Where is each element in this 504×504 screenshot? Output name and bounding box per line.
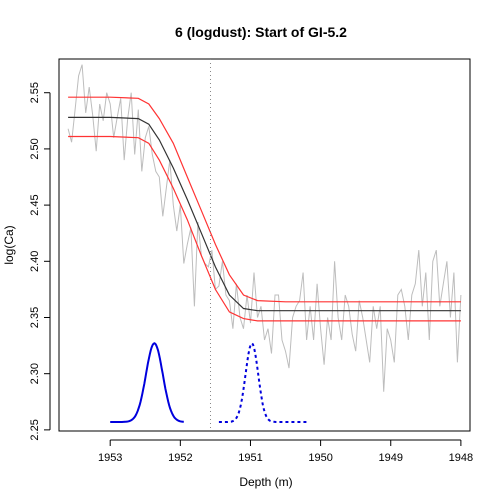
x-tick-label: 1949 <box>379 452 403 464</box>
x-axis: 1953 1952 1951 1950 1949 1948 <box>98 439 473 464</box>
x-tick-label: 1950 <box>308 452 332 464</box>
y-tick-label: 2.45 <box>29 194 41 215</box>
y-tick-label: 2.35 <box>29 307 41 328</box>
y-axis: 2.25 2.30 2.35 2.40 2.45 2.50 2.55 <box>29 82 51 441</box>
x-tick-label: 1953 <box>98 452 122 464</box>
series-upper-bound <box>68 96 461 303</box>
y-axis-label: log(Ca) <box>2 225 16 264</box>
plot-frame <box>58 58 471 432</box>
y-tick-label: 2.30 <box>29 363 41 384</box>
data-layer <box>67 59 462 431</box>
y-tick-label: 2.40 <box>29 251 41 272</box>
y-tick-label: 2.50 <box>29 138 41 159</box>
x-tick-label: 1952 <box>168 452 192 464</box>
y-tick-label: 2.55 <box>29 82 41 103</box>
chart-title: 6 (logdust): Start of GI-5.2 <box>175 24 347 40</box>
density-onset-density <box>110 342 184 423</box>
series-lower-bound <box>68 135 461 322</box>
y-tick-label: 2.25 <box>29 419 41 440</box>
x-tick-label: 1951 <box>238 452 262 464</box>
x-axis-label: Depth (m) <box>239 475 292 489</box>
x-tick-label: 1948 <box>449 452 473 464</box>
series-observations <box>67 64 462 392</box>
series-fit <box>68 116 461 312</box>
density-end-density <box>218 341 307 423</box>
